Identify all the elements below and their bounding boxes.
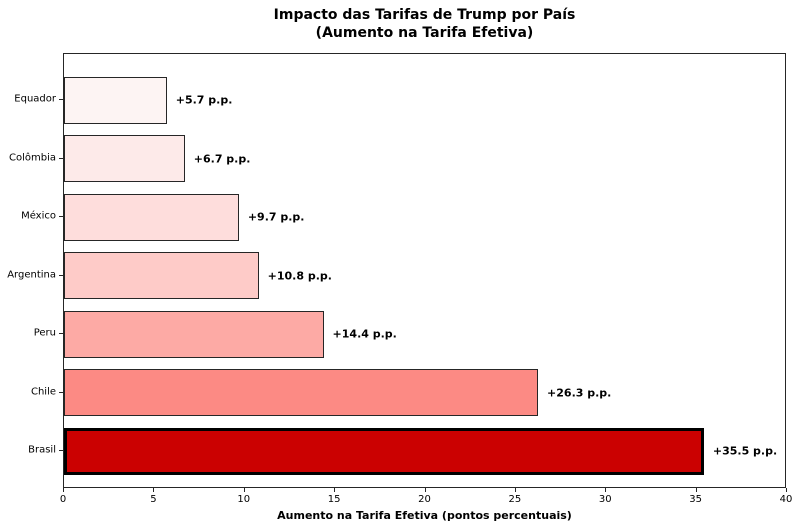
bar-equador [64,76,167,124]
bar-value-label: +6.7 p.p. [193,152,251,165]
y-tick-mark [59,450,63,451]
y-axis-labels: Equador Colômbia México Argentina Peru Chile B… [0,53,56,488]
x-tick-mark [63,488,64,492]
y-tick-label: Chile [30,386,56,397]
y-tick-label: Argentina [7,269,56,280]
y-tick-mark [59,333,63,334]
bar-peru [64,310,324,358]
x-axis-label: Aumento na Tarifa Efetiva (pontos percen… [277,509,572,522]
x-tick-label: 10 [237,494,251,505]
x-tick-label: 15 [327,494,341,505]
bar-value-label: +9.7 p.p. [247,210,305,224]
bar-mexico [64,193,239,241]
x-tick-mark [243,488,245,492]
x-tick-label: 40 [779,494,793,505]
x-tick-label: 35 [689,494,702,505]
y-tick-mark [59,157,63,159]
x-tick-mark [334,488,336,492]
bar-value-label: +35.5 p.p. [712,444,778,458]
bar-brasil [64,427,704,475]
y-tick-label: Colômbia [9,152,56,163]
y-tick-mark [59,99,63,100]
bar-chile [64,369,539,416]
bar-value-label: +14.4 p.p. [332,327,397,341]
y-tick-label: Brasil [28,444,56,456]
x-tick-mark [514,488,516,492]
y-tick-label: Peru [33,327,56,339]
bar-argentina [64,252,259,299]
bar-value-label: +26.3 p.p. [547,386,612,399]
y-tick-mark [59,216,63,217]
y-tick-mark [59,391,63,393]
plot-area: +5.7 p.p. +6.7 p.p. +9.7 p.p. +10.8 p.p. +14… [63,53,786,488]
x-tick-label: 30 [598,494,612,505]
x-tick-label: 20 [418,494,431,505]
y-tick-label: México [21,210,56,222]
bar-value-label: +10.8 p.p. [267,269,332,282]
x-tick-label: 5 [150,494,157,505]
x-tick-mark [786,488,787,492]
y-tick-mark [59,274,63,276]
x-tick-label: 0 [59,494,67,505]
x-tick-mark [695,488,697,492]
x-tick-mark [153,488,155,492]
x-tick-label: 25 [508,494,522,505]
bar-colombia [64,135,185,182]
bar-value-label: +5.7 p.p. [175,93,233,107]
y-tick-label: Equador [14,93,56,105]
x-tick-mark [605,488,607,492]
x-tick-mark [424,488,426,492]
chart-title: Impacto das Tarifas de Trump por País (A… [273,7,576,41]
